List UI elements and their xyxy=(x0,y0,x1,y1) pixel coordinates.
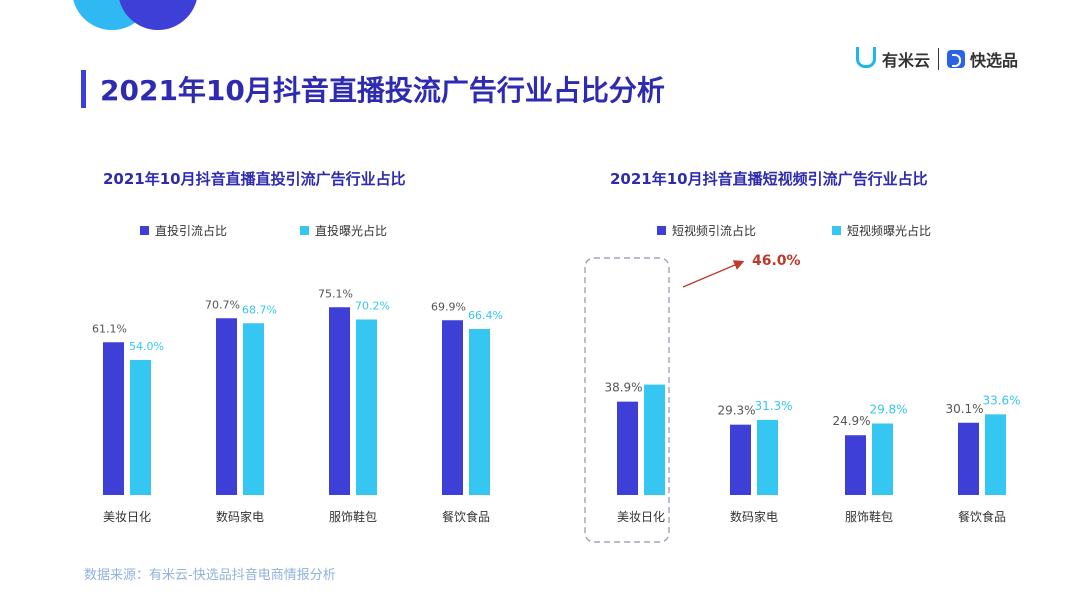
bar-light xyxy=(872,423,893,495)
bar-light xyxy=(985,414,1006,495)
bar-dark xyxy=(845,435,866,495)
logo-brand1: 有米云 xyxy=(882,51,931,70)
data-label: 70.7% xyxy=(205,298,240,311)
legend-swatch xyxy=(300,226,309,235)
data-label: 29.3% xyxy=(717,404,755,418)
bar-light xyxy=(243,323,264,495)
chart1-legend-1-label: 直投引流占比 xyxy=(155,224,228,238)
chart2-legend-1: 短视频引流占比 xyxy=(657,222,756,239)
category-label: 美妆日化 xyxy=(617,510,665,524)
bar-light xyxy=(130,360,151,495)
bar-dark xyxy=(442,320,463,495)
data-label: 68.7% xyxy=(242,303,277,316)
bar-light xyxy=(644,384,665,495)
chart1-title: 2021年10月抖音直播直投引流广告行业占比 xyxy=(103,170,406,188)
data-label: 54.0% xyxy=(129,340,164,353)
bar-dark xyxy=(730,424,751,495)
legend-swatch xyxy=(832,226,841,235)
kuaixuanpin-logo-icon xyxy=(947,50,966,68)
chart1-legend-2-label: 直投曝光占比 xyxy=(315,224,388,238)
chart2-legend-1-label: 短视频引流占比 xyxy=(672,224,757,238)
data-label: 66.4% xyxy=(468,309,503,322)
title-accent-bar xyxy=(81,70,86,108)
bar-light xyxy=(469,329,490,495)
logo-brand2: 快选品 xyxy=(970,51,1019,70)
data-label: 75.1% xyxy=(318,287,353,300)
bar-dark xyxy=(617,401,638,495)
bar-light xyxy=(757,419,778,495)
highlight-box xyxy=(584,257,670,543)
annotation-label: 46.0% xyxy=(752,253,801,269)
chart2-plot: 38.9% 美妆日化 29.3%31.3% 数码家电 24.9%29.8% 服饰鞋包 30.… xyxy=(604,381,1020,524)
page-title: 2021年10月抖音直播投流广告行业占比分析 xyxy=(100,74,665,107)
category-label: 服饰鞋包 xyxy=(845,509,893,524)
category-label: 数码家电 xyxy=(730,509,778,524)
data-label: 70.2% xyxy=(355,300,390,313)
bar-dark xyxy=(329,307,350,495)
category-label: 餐饮食品 xyxy=(958,509,1006,524)
bar-light xyxy=(356,319,377,495)
chart1-legend-2: 直投曝光占比 xyxy=(300,222,387,239)
logo: 有米云 快选品 xyxy=(856,44,1018,74)
bar-dark xyxy=(216,318,237,495)
data-label: 38.9% xyxy=(604,381,642,395)
logo-separator xyxy=(938,48,940,70)
data-label: 69.9% xyxy=(431,300,466,313)
source-note: 数据来源：有米云-快选品抖音电商情报分析 xyxy=(84,568,336,583)
data-label: 61.1% xyxy=(92,322,127,335)
chart2-legend-2-label: 短视频曝光占比 xyxy=(847,224,932,238)
category-label: 服饰鞋包 xyxy=(329,509,377,524)
chart1-plot: 61.1%54.0% 美妆日化 70.7% 68.7% 数码家电 75.1%70.2% 服饰… xyxy=(92,287,503,524)
category-label: 餐饮食品 xyxy=(442,509,490,524)
bar-dark xyxy=(103,342,124,495)
data-label: 29.8% xyxy=(869,402,907,416)
chart2-title: 2021年10月抖音直播短视频引流广告行业占比 xyxy=(610,170,928,188)
legend-swatch xyxy=(140,226,149,235)
data-label: 30.1% xyxy=(945,402,983,416)
chart1-legend-1: 直投引流占比 xyxy=(140,222,227,239)
youmi-logo-icon xyxy=(856,46,876,68)
annotation-arrow xyxy=(682,260,745,288)
category-label: 美妆日化 xyxy=(103,510,151,524)
data-label: 33.6% xyxy=(982,393,1020,407)
legend-swatch xyxy=(657,226,666,235)
bar-dark xyxy=(958,422,979,495)
category-label: 数码家电 xyxy=(216,509,264,524)
data-label: 24.9% xyxy=(832,414,870,428)
data-label: 31.3% xyxy=(754,399,792,413)
chart2-legend-2: 短视频曝光占比 xyxy=(832,222,931,239)
